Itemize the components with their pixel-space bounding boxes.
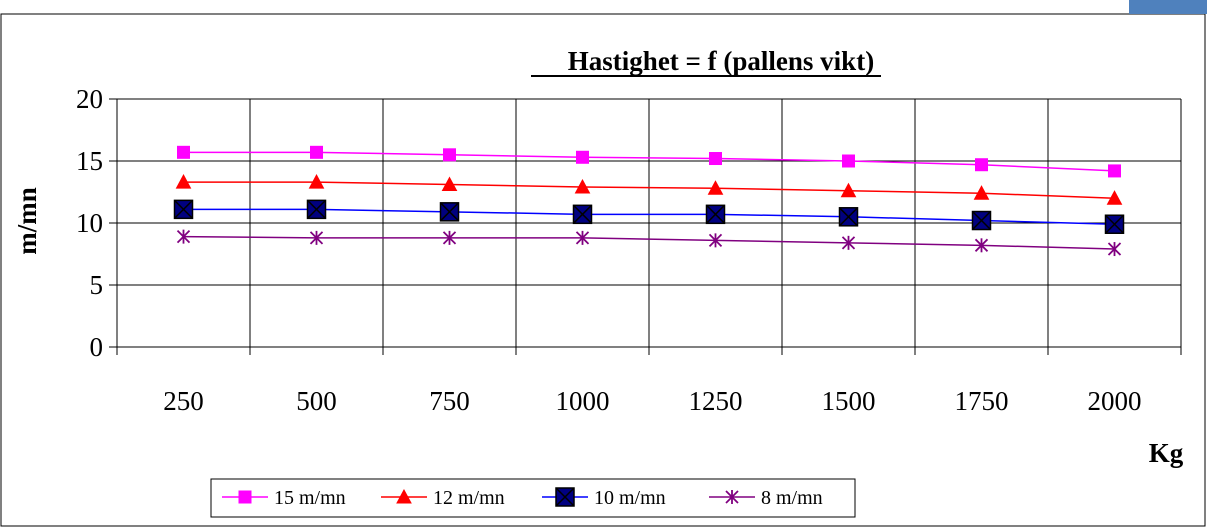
chart-title: Hastighet = f (pallens vikt) [568, 46, 874, 76]
data-point [842, 154, 855, 168]
data-point [1106, 190, 1123, 205]
chart-frame [0, 13, 1206, 527]
data-point [572, 204, 593, 225]
data-point [576, 150, 589, 164]
data-point [574, 178, 591, 194]
x-tick-label: 500 [296, 386, 337, 416]
legend-swatch-marker [555, 487, 575, 507]
x-axis-title: Kg [1149, 438, 1184, 468]
data-point [709, 152, 722, 166]
data-point [1108, 164, 1121, 178]
x-tick-label: 2000 [1088, 386, 1142, 416]
legend-label: 12 m/mn [433, 487, 505, 509]
legend-item: 10 m/mn [542, 487, 666, 509]
marker-cross [572, 204, 593, 224]
data-point [1107, 242, 1122, 257]
y-tick-label: 15 [76, 146, 103, 176]
x-tick-label: 1000 [556, 386, 610, 416]
legend-item: 8 m/mn [709, 487, 823, 509]
marker-cross [971, 210, 992, 231]
x-tick-label: 750 [429, 386, 470, 416]
data-point [310, 145, 323, 159]
legend-swatch-marker [238, 490, 252, 504]
marker-cross [705, 204, 726, 224]
marker-cross [555, 487, 575, 507]
legend-box [210, 478, 856, 518]
series-line [183, 208, 1115, 225]
series-line [183, 181, 1115, 199]
data-point [971, 210, 992, 231]
y-axis-title: m/mn [12, 187, 42, 255]
legend-label: 15 m/mn [274, 487, 346, 509]
marker-cross [439, 202, 460, 222]
legend-label: 8 m/mn [761, 487, 823, 509]
data-point [308, 174, 325, 189]
data-point [838, 207, 859, 227]
data-point [443, 148, 456, 162]
marker-cross [838, 207, 859, 227]
data-point [439, 202, 460, 222]
x-tick-label: 1500 [822, 386, 876, 416]
data-point [175, 174, 192, 189]
legend: 15 m/mn 12 m/mn 10 m/mn 8 m/mn [210, 478, 856, 518]
data-point [975, 158, 988, 172]
legend-swatch-marker [725, 490, 739, 504]
legend-item: 15 m/mn [222, 487, 346, 509]
plot-area: 0 5 10 15 20 250 500 750 1000 1250 1500 1750 2000 [76, 84, 1182, 416]
marker-cross [173, 199, 194, 219]
legend-swatch-marker [396, 488, 412, 504]
data-point [707, 180, 724, 195]
data-point [176, 229, 191, 244]
y-tick-label: 0 [90, 332, 104, 362]
data-point [841, 235, 856, 250]
marker-cross [306, 199, 327, 219]
data-point [973, 185, 990, 200]
y-tick-label: 5 [90, 270, 104, 300]
series-line [183, 151, 1115, 172]
data-point [306, 199, 327, 220]
x-tick-label: 250 [163, 386, 204, 416]
x-tick-label: 1750 [955, 386, 1009, 416]
marker-cross [1104, 214, 1125, 234]
data-point [1104, 214, 1125, 234]
data-point [974, 238, 989, 253]
series-line [183, 235, 1115, 250]
data-point [442, 230, 457, 245]
y-tick-label: 20 [76, 84, 103, 114]
x-tick-label: 1250 [689, 386, 743, 416]
data-point [705, 204, 726, 225]
data-point [309, 230, 324, 245]
data-point [441, 176, 458, 192]
data-point [575, 230, 590, 245]
data-point [708, 233, 723, 248]
y-tick-label: 10 [76, 208, 103, 238]
corner-tab [1129, 0, 1207, 14]
legend-item: 12 m/mn [381, 487, 505, 509]
legend-label: 10 m/mn [594, 487, 666, 509]
data-point [840, 182, 857, 198]
data-point [177, 145, 190, 159]
data-point [173, 199, 194, 220]
